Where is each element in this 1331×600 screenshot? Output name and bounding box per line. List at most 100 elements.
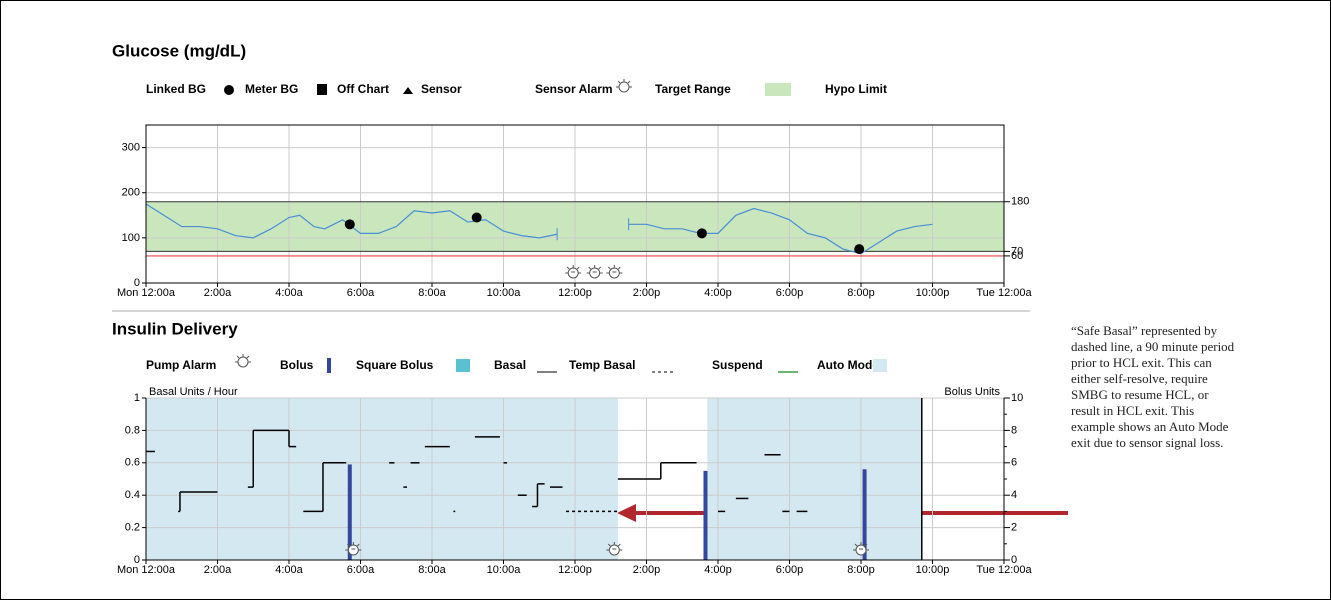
icon-part	[608, 267, 620, 279]
icon-part	[347, 544, 359, 556]
y2-tick-label: 6	[1011, 457, 1017, 469]
y-tick-label: 0.2	[125, 522, 140, 534]
legend-label: Temp Basal	[569, 358, 635, 372]
pump-alarm	[606, 542, 623, 556]
legend-symbol	[616, 79, 632, 93]
y-tick-label: 0	[134, 277, 140, 289]
linked-bg-point	[471, 212, 482, 223]
auto-mode-band	[146, 398, 618, 560]
x-tick-label: Mon 12:00a	[117, 287, 176, 299]
chart-title: Glucose (mg/dL)	[112, 41, 246, 60]
y2-tick-label: 180	[1011, 196, 1029, 208]
x-tick-label: Mon 12:00a	[117, 564, 176, 576]
x-tick-label: 8:00p	[847, 287, 875, 299]
x-tick-label: 8:00a	[418, 287, 446, 299]
x-tick-label: 2:00a	[204, 564, 232, 576]
icon-part	[853, 542, 869, 551]
icon-part	[567, 267, 579, 279]
sensor-alarm	[565, 265, 582, 279]
y2-tick-label: 8	[1011, 424, 1017, 436]
y-tick-label: 200	[122, 187, 140, 199]
legend-label: Hypo Limit	[825, 82, 887, 96]
y-tick-label: 100	[122, 232, 140, 244]
pump-alarm	[345, 542, 362, 556]
pump-alarm	[853, 542, 869, 556]
legend-label: Auto Mode	[817, 358, 879, 372]
icon-part	[606, 265, 623, 274]
y2-tick-label: 10	[1011, 392, 1023, 404]
y2-tick-label: 70	[1011, 245, 1023, 257]
legend-symbol	[403, 87, 413, 94]
legend-label: Linked BG	[146, 82, 206, 96]
y-tick-label: 0.4	[125, 489, 140, 501]
sensor-line	[145, 203, 933, 255]
x-tick-label: 12:00p	[558, 564, 592, 576]
y-tick-label: 0.6	[125, 457, 140, 469]
legend-symbol	[224, 85, 234, 95]
x-tick-label: 2:00p	[633, 287, 661, 299]
icon-part	[855, 544, 867, 556]
legend-label: Meter BG	[245, 82, 298, 96]
legend-symbol	[765, 83, 791, 96]
linked-bg-point	[854, 244, 865, 255]
x-tick-label: 4:00a	[275, 564, 303, 576]
x-tick-label: 2:00a	[204, 287, 232, 299]
x-tick-label: Tue 12:00a	[976, 564, 1032, 576]
legend-symbol	[317, 84, 327, 95]
x-tick-label: 4:00p	[704, 564, 732, 576]
sensor-alarm	[586, 265, 603, 279]
y2-tick-label: 60	[1011, 250, 1023, 262]
auto-mode-band	[707, 398, 922, 560]
legend-label: Square Bolus	[356, 358, 434, 372]
y-tick-label: 0.8	[125, 424, 140, 436]
x-tick-label: 12:00p	[558, 287, 592, 299]
y-tick-label: 0	[134, 554, 140, 566]
plot-frame	[145, 124, 1005, 284]
legend-label: Basal	[494, 358, 526, 372]
legend-label: Bolus	[280, 358, 314, 372]
bolus-bar	[703, 470, 708, 560]
legend-symbol	[456, 359, 470, 372]
legend-label: Pump Alarm	[146, 358, 216, 372]
bolus-bar	[862, 469, 867, 560]
linked-bg-point	[696, 228, 707, 239]
legend-label: Suspend	[712, 358, 763, 372]
x-tick-label: 6:00a	[347, 564, 375, 576]
x-tick-label: 4:00p	[704, 287, 732, 299]
chart-title: Insulin Delivery	[112, 319, 238, 338]
legend-symbol	[235, 354, 251, 368]
x-tick-label: 10:00p	[916, 287, 950, 299]
x-tick-label: 10:00a	[487, 287, 522, 299]
icon-part	[606, 542, 623, 551]
x-tick-label: 8:00a	[418, 564, 446, 576]
legend-label: Sensor Alarm	[535, 82, 613, 96]
y2-tick-label: 4	[1011, 489, 1017, 501]
x-tick-label: Tue 12:00a	[976, 287, 1032, 299]
x-tick-label: 6:00a	[347, 287, 375, 299]
bolus-bar	[347, 464, 352, 560]
icon-part	[565, 265, 582, 274]
legend-label: Target Range	[655, 82, 731, 96]
x-tick-label: 10:00a	[487, 564, 522, 576]
x-tick-label: 6:00p	[776, 287, 804, 299]
y2-tick-label: 2	[1011, 522, 1017, 534]
x-tick-label: 2:00p	[633, 564, 661, 576]
icon-part	[586, 265, 603, 274]
icon-part	[345, 542, 362, 551]
x-tick-label: 6:00p	[776, 564, 804, 576]
legend-symbol	[327, 358, 331, 373]
icon-part	[608, 544, 620, 556]
legend-symbol	[873, 359, 887, 372]
y2-tick-label: 0	[1011, 554, 1017, 566]
arrow-head	[617, 504, 636, 522]
y-tick-label: 300	[122, 141, 140, 153]
x-tick-label: 4:00a	[275, 287, 303, 299]
x-tick-label: 10:00p	[916, 564, 950, 576]
legend-label: Sensor	[421, 82, 462, 96]
legend-label: Off Chart	[337, 82, 389, 96]
y-tick-label: 1	[134, 392, 140, 404]
x-tick-label: 8:00p	[847, 564, 875, 576]
sensor-alarm	[606, 265, 623, 279]
